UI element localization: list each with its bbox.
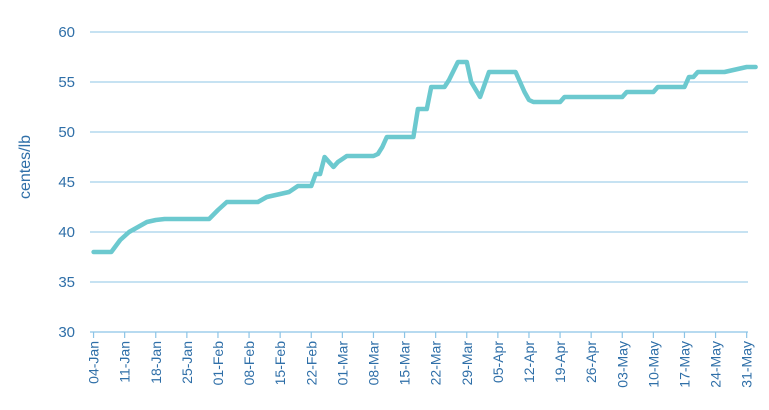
x-tick-label: 19-Apr	[552, 341, 568, 383]
x-tick-label: 15-Mar	[397, 341, 413, 386]
x-tick-label: 01-Mar	[334, 341, 350, 386]
series-line-0	[91, 59, 758, 255]
x-tick-label: 22-Mar	[428, 341, 444, 386]
x-tick-label: 22-Feb	[303, 341, 319, 386]
y-tick-label: 55	[58, 74, 75, 91]
series-layer	[91, 59, 758, 255]
y-tick-labels: 30 35 40 45 50 55 60	[58, 24, 75, 341]
x-tick-label: 31-May	[739, 341, 755, 388]
y-tick-label: 40	[58, 224, 75, 241]
x-tick-label: 15-Feb	[272, 341, 288, 386]
x-tick-label: 12-Apr	[521, 341, 537, 383]
y-tick-label: 30	[58, 324, 75, 341]
x-tick-label: 10-May	[645, 341, 661, 388]
x-tick-label: 04-Jan	[86, 341, 102, 384]
y-tick-label: 50	[58, 124, 75, 141]
x-tick-label: 24-May	[708, 341, 724, 388]
x-tick-label: 25-Jan	[179, 341, 195, 384]
x-tick-label: 17-May	[676, 341, 692, 388]
y-tick-label: 60	[58, 24, 75, 41]
x-tick-label: 26-Apr	[583, 341, 599, 383]
x-tick-label: 08-Feb	[241, 341, 257, 386]
y-axis-label: centes/lb	[17, 135, 34, 199]
y-tick-label: 45	[58, 174, 75, 191]
x-tick-labels: 04-Jan 11-Jan 18-Jan 25-Jan 01-Feb 08-Feb 15-F…	[86, 332, 755, 388]
gridlines	[90, 31, 748, 283]
x-tick-label: 01-Feb	[210, 341, 226, 386]
x-tick-label: 05-Apr	[490, 341, 506, 383]
x-tick-label: 18-Jan	[148, 341, 164, 384]
y-tick-label: 35	[58, 274, 75, 291]
x-tick-label: 29-Mar	[459, 341, 475, 386]
x-tick-label: 08-Mar	[365, 341, 381, 386]
x-tick-label: 03-May	[614, 341, 630, 388]
x-tick-label: 11-Jan	[117, 341, 133, 383]
